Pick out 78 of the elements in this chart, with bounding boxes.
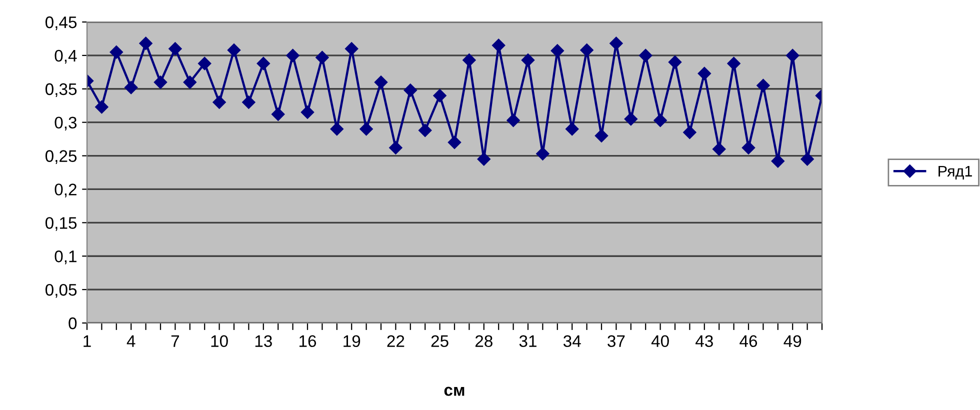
point <box>183 76 196 89</box>
point <box>330 122 344 136</box>
y-tick-label: 0,4 <box>54 50 77 64</box>
point <box>95 100 108 114</box>
x-tick-label: 43 <box>696 335 713 348</box>
point <box>477 152 490 166</box>
x-tick-label: 40 <box>651 335 669 348</box>
point <box>360 122 373 136</box>
legend-label: Ряд1 <box>938 166 972 180</box>
point <box>286 48 300 62</box>
point <box>389 141 402 154</box>
x-tick-label: 28 <box>475 335 492 348</box>
x-tick-label: 1 <box>84 335 91 347</box>
y-tick-label: 0 <box>68 317 77 330</box>
point <box>110 46 123 59</box>
y-tick-label: 0,3 <box>54 116 77 131</box>
point <box>462 54 476 67</box>
point <box>800 152 814 166</box>
point <box>168 42 182 56</box>
point <box>594 129 608 142</box>
y-tick-label: 0,1 <box>54 250 76 264</box>
x-tick-label: 46 <box>740 335 758 348</box>
y-tick-label: 0,15 <box>45 217 77 231</box>
point <box>374 76 388 89</box>
x-tick-label: 49 <box>784 335 802 348</box>
y-tick-label: 0,2 <box>54 184 76 198</box>
point <box>521 54 535 67</box>
point <box>448 136 462 149</box>
point <box>771 154 784 168</box>
x-tick-label: 16 <box>300 335 316 348</box>
point <box>654 114 667 127</box>
point <box>550 44 564 58</box>
point <box>404 84 417 97</box>
x-tick-label: 7 <box>171 335 179 347</box>
point <box>506 114 520 127</box>
point <box>154 76 168 89</box>
point <box>212 96 226 109</box>
point <box>536 147 550 160</box>
point <box>698 66 711 80</box>
y-tick-label: 0,25 <box>45 150 77 164</box>
point <box>198 56 212 70</box>
x-axis-title: см <box>444 386 464 396</box>
point <box>624 112 638 126</box>
point <box>272 108 285 121</box>
point <box>566 122 579 136</box>
point <box>227 44 241 57</box>
y-tick-label: 0,05 <box>45 284 77 298</box>
point <box>683 126 696 139</box>
point <box>786 48 800 62</box>
point <box>300 106 314 119</box>
y-tick-label: 0,45 <box>45 16 77 30</box>
point <box>610 36 623 50</box>
x-tick-label: 19 <box>344 335 360 348</box>
point <box>345 42 358 56</box>
point <box>124 80 138 94</box>
x-tick-label: 10 <box>211 335 228 348</box>
x-tick-label: 4 <box>126 335 136 347</box>
x-tick-label: 31 <box>519 335 536 348</box>
point <box>668 56 682 69</box>
x-tick-label: 34 <box>563 335 581 348</box>
point <box>433 88 446 102</box>
point <box>492 38 506 52</box>
point <box>316 50 329 64</box>
x-tick-label: 13 <box>255 335 272 348</box>
point <box>712 142 726 156</box>
point <box>139 36 152 50</box>
point <box>256 56 270 70</box>
x-tick-label: 37 <box>608 335 625 348</box>
point <box>242 96 256 109</box>
point <box>580 44 594 57</box>
point <box>742 141 756 154</box>
y-tick-label: 0,35 <box>45 83 77 98</box>
point <box>418 124 432 137</box>
x-tick-label: 22 <box>387 335 404 347</box>
x-tick-label: 25 <box>431 335 448 348</box>
point <box>756 78 770 92</box>
point <box>639 48 652 62</box>
point <box>727 56 740 70</box>
